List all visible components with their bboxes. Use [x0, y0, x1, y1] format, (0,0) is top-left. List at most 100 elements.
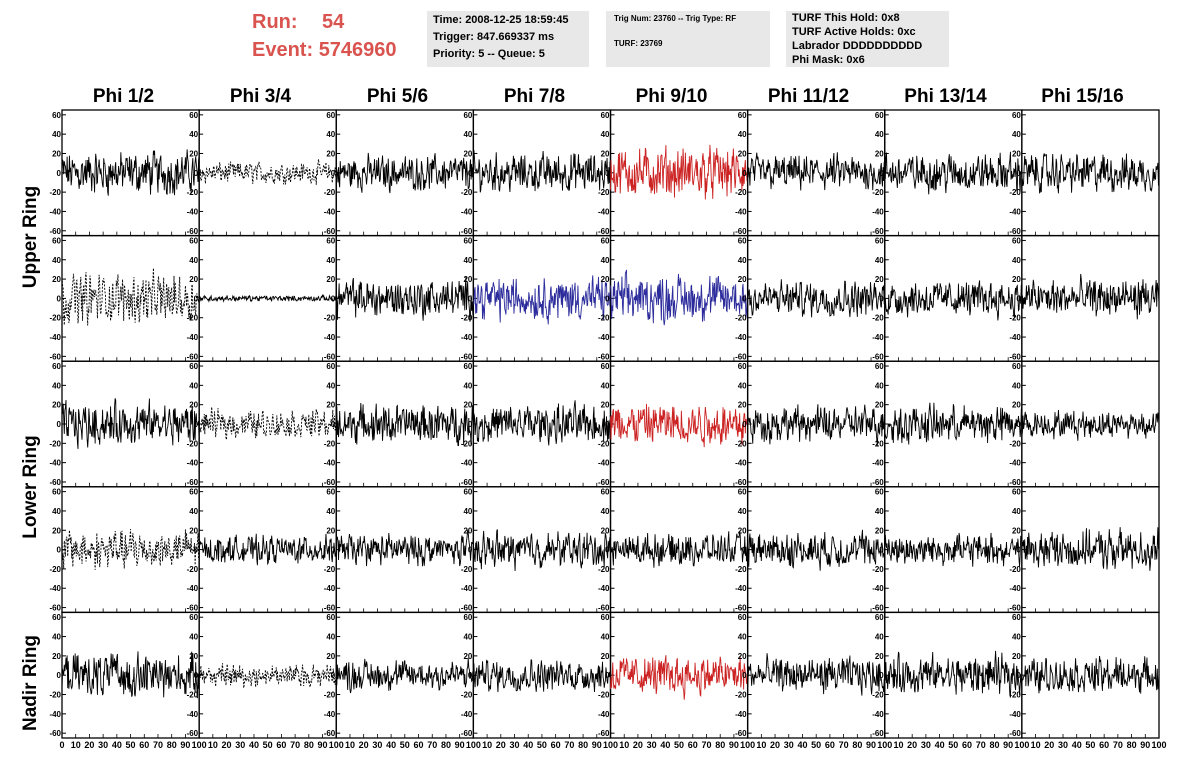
- y-tick-label: -60: [187, 478, 199, 487]
- y-tick-label: -60: [598, 478, 610, 487]
- x-tick-label: 70: [976, 740, 986, 750]
- y-tick-label: 40: [601, 633, 610, 642]
- y-tick-label: 40: [52, 130, 61, 139]
- y-tick-label: -20: [735, 439, 747, 448]
- waveform-series-r2-c7: [1021, 410, 1160, 441]
- run-event-block: Run: 54 Event: 5746960: [252, 8, 397, 64]
- waveform-series-r1-c1: [198, 293, 337, 303]
- y-tick-label: 20: [738, 401, 747, 410]
- phi-mask-text: Phi Mask: 0x6: [792, 54, 865, 66]
- y-tick-label: -20: [735, 565, 747, 574]
- column-header-phi-13-14: Phi 13/14: [904, 86, 987, 107]
- y-tick-label: 60: [738, 111, 747, 120]
- y-tick-label: 60: [738, 362, 747, 371]
- y-tick-label: -40: [324, 584, 336, 593]
- y-tick-label: 60: [189, 362, 198, 371]
- y-tick-label: 0: [468, 169, 473, 178]
- y-tick-label: 60: [326, 488, 335, 497]
- waveform-series-r4-c6: [884, 650, 1023, 698]
- waveform-series-r2-c1: [198, 406, 337, 440]
- waveform-series-r0-c1: [198, 159, 337, 185]
- y-tick-label: 60: [52, 362, 61, 371]
- y-tick-label: 40: [1012, 507, 1021, 516]
- waveform-series-r1-c0: [61, 268, 200, 326]
- y-tick-label: -40: [49, 333, 61, 342]
- y-tick-label: 20: [189, 526, 198, 535]
- x-tick-label: 100: [329, 740, 344, 750]
- y-tick-label: 0: [742, 420, 747, 429]
- y-tick-label: -40: [187, 207, 199, 216]
- x-tick-label: 20: [633, 740, 643, 750]
- y-tick-label: 40: [875, 256, 884, 265]
- y-tick-label: -60: [187, 352, 199, 361]
- x-tick-label: 90: [180, 740, 190, 750]
- waveform-series-r2-c0: [61, 398, 200, 449]
- x-tick-label: 60: [414, 740, 424, 750]
- x-tick-label: 80: [989, 740, 999, 750]
- x-tick-label: 30: [98, 740, 108, 750]
- y-tick-label: 40: [875, 130, 884, 139]
- y-tick-label: 40: [52, 633, 61, 642]
- y-tick-label: 0: [194, 546, 199, 555]
- waveform-series-r4-c1: [198, 663, 337, 689]
- y-tick-label: -20: [461, 188, 473, 197]
- x-tick-label: 50: [811, 740, 821, 750]
- y-tick-label: -20: [1009, 439, 1021, 448]
- x-tick-label: 10: [345, 740, 355, 750]
- y-tick-label: -60: [1009, 604, 1021, 613]
- y-tick-label: 60: [875, 236, 884, 245]
- y-tick-label: -40: [324, 333, 336, 342]
- y-tick-label: 60: [1012, 362, 1021, 371]
- y-tick-label: 60: [601, 111, 610, 120]
- y-tick-label: -60: [49, 729, 61, 738]
- x-tick-label: 10: [1031, 740, 1041, 750]
- y-tick-label: -60: [187, 604, 199, 613]
- waveform-series-r2-c3: [472, 400, 611, 446]
- y-tick-label: 60: [875, 111, 884, 120]
- waveform-series-r3-c4: [610, 531, 749, 568]
- y-tick-label: 0: [57, 294, 62, 303]
- y-tick-label: 20: [601, 401, 610, 410]
- y-tick-label: 60: [463, 488, 472, 497]
- y-tick-label: 0: [57, 546, 62, 555]
- y-tick-label: -60: [735, 729, 747, 738]
- y-tick-label: -20: [735, 188, 747, 197]
- y-tick-label: -60: [872, 729, 884, 738]
- y-tick-label: 20: [875, 401, 884, 410]
- y-tick-label: -60: [461, 604, 473, 613]
- y-tick-label: 40: [738, 507, 747, 516]
- y-tick-label: -20: [49, 439, 61, 448]
- y-tick-label: 0: [879, 420, 884, 429]
- x-tick-label: 30: [921, 740, 931, 750]
- x-tick-label: 50: [126, 740, 136, 750]
- y-tick-label: -20: [872, 439, 884, 448]
- y-tick-label: -20: [324, 691, 336, 700]
- y-tick-label: -20: [187, 314, 199, 323]
- y-tick-label: 60: [326, 362, 335, 371]
- y-tick-label: -40: [872, 459, 884, 468]
- x-tick-label: 40: [249, 740, 259, 750]
- x-tick-label: 100: [740, 740, 755, 750]
- y-tick-label: -20: [735, 691, 747, 700]
- x-tick-label: 60: [688, 740, 698, 750]
- x-tick-label: 50: [948, 740, 958, 750]
- waveform-series-r4-c4: [610, 655, 749, 700]
- y-tick-label: 0: [468, 420, 473, 429]
- y-tick-label: 20: [601, 652, 610, 661]
- x-tick-label: 80: [715, 740, 725, 750]
- y-tick-label: 40: [875, 381, 884, 390]
- y-tick-label: -20: [1009, 565, 1021, 574]
- y-tick-label: -40: [1009, 207, 1021, 216]
- x-tick-label: 70: [427, 740, 437, 750]
- y-tick-label: 0: [1016, 294, 1021, 303]
- y-tick-label: 20: [1012, 652, 1021, 661]
- y-tick-label: -60: [461, 352, 473, 361]
- y-tick-label: 20: [189, 401, 198, 410]
- y-tick-label: 40: [463, 507, 472, 516]
- waveform-series-r3-c6: [884, 532, 1023, 567]
- waveform-series-r0-c7: [1021, 153, 1160, 194]
- x-tick-label: 90: [318, 740, 328, 750]
- y-tick-label: -40: [735, 584, 747, 593]
- y-tick-label: 40: [52, 507, 61, 516]
- y-tick-label: 0: [194, 169, 199, 178]
